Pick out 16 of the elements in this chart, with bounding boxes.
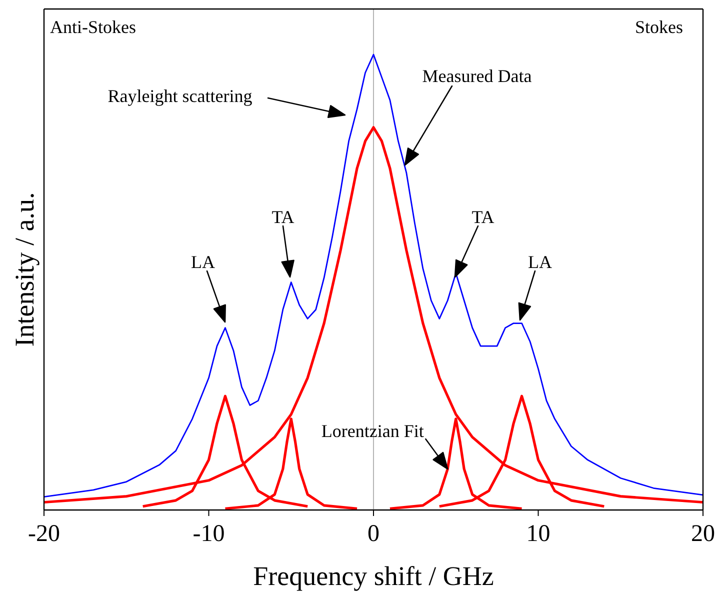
- x-tick-label: 0: [368, 521, 380, 548]
- annotation: Rayleight scattering: [108, 86, 252, 106]
- text: Stokes: [634, 17, 683, 37]
- annotation: LA: [528, 252, 552, 272]
- annotation: Measured Data: [422, 66, 532, 86]
- annotation: TA: [272, 207, 294, 227]
- annotation: TA: [472, 207, 494, 227]
- x-tick-label: -10: [192, 521, 225, 548]
- annotation: Lorentzian Fit: [321, 421, 424, 442]
- x-axis-title: Frequency shift / GHz: [253, 561, 494, 591]
- x-tick-label: -20: [28, 521, 60, 548]
- text: Anti-Stokes: [50, 17, 136, 37]
- y-axis-title: Intensity / a.u.: [10, 192, 40, 347]
- annotation: LA: [191, 252, 215, 272]
- x-tick-label: 10: [526, 521, 550, 548]
- x-tick-label: 20: [691, 521, 715, 548]
